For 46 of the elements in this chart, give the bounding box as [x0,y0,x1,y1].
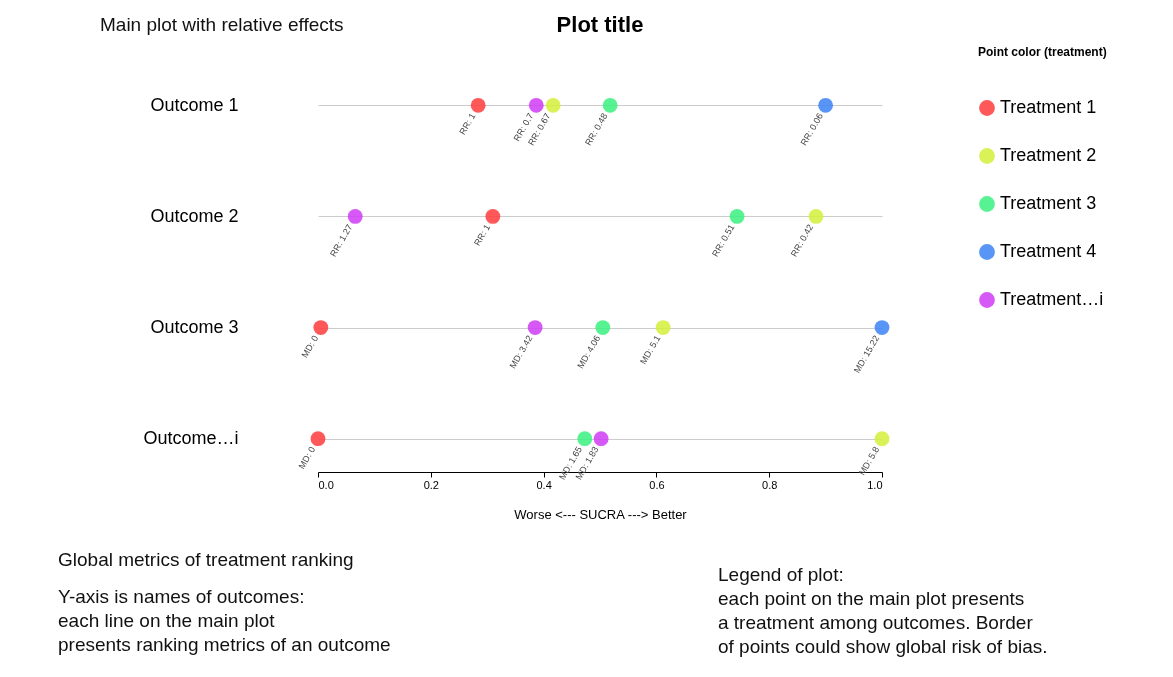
annotation: RR: 1 [457,111,478,137]
point [528,97,544,113]
point [729,209,745,224]
legend-title: Point color (treatment) [978,45,1107,59]
annotation: MD: 5.8 [856,444,882,478]
chart-title: Plot title [556,12,644,37]
y-tick-label: Outcome…i [143,428,239,449]
point [577,431,593,447]
point [470,97,486,113]
y-tick-label: Outcome 2 [150,205,239,226]
point [655,320,671,335]
legend-label: Treatment 3 [1000,193,1097,213]
annotation: MD: 0 [299,333,321,360]
point [347,209,363,224]
annotation: MD: 5.1 [638,333,663,367]
point [818,97,834,113]
x-tick-label: 0.2 [423,478,439,491]
point [313,320,329,335]
y-tick-label: Outcome 3 [150,317,239,338]
text: Y-axis is names of outcomes: each line on the main plot presents ranking metrics of an outcome [58,586,391,655]
point [808,209,824,224]
annotation: RR: 1 [472,222,493,248]
y-tick-label: Outcome 1 [150,94,239,115]
x-tick-label: 0.4 [536,478,552,491]
x-axis-title: Worse <--- SUCRA ---> Better [514,506,688,522]
point [527,320,543,335]
point [593,431,609,447]
x-tick-label: 0.0 [318,478,334,491]
point [874,431,890,447]
text: Global metrics of treatment ranking [58,549,354,570]
legend-label: Treatment…i [1000,289,1104,309]
point [602,97,618,113]
point [545,97,561,113]
legend-label: Treatment 4 [1000,241,1097,261]
text: Legend of plot: each point on the main plot presents a treatment among outcomes. Border of points could show global risk of bias. [718,564,1048,657]
point [595,320,611,335]
legend-label: Treatment 2 [1000,145,1097,165]
annotation: MD: 0 [296,444,318,471]
point [310,431,326,447]
legend-label: Treatment 1 [1000,97,1097,117]
x-tick-label: 1.0 [867,478,883,491]
text: Main plot with relative effects [100,14,344,35]
point [874,320,890,335]
point [485,209,501,224]
x-tick-label: 0.8 [762,478,778,491]
x-tick-label: 0.6 [649,478,665,491]
